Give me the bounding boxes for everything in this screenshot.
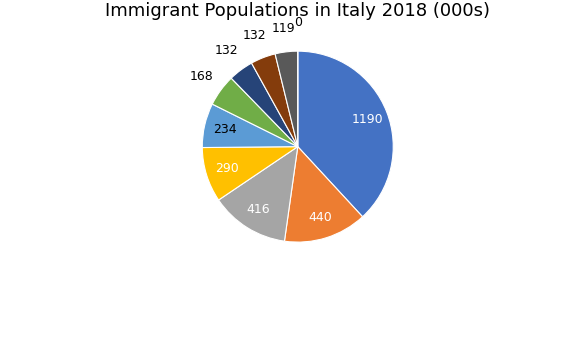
- Wedge shape: [218, 147, 297, 241]
- Wedge shape: [285, 147, 363, 242]
- Text: 132: 132: [242, 29, 266, 42]
- Text: 234: 234: [213, 123, 237, 136]
- Text: 168: 168: [189, 70, 213, 83]
- Wedge shape: [252, 54, 297, 147]
- Wedge shape: [212, 78, 297, 147]
- Wedge shape: [231, 63, 297, 147]
- Wedge shape: [202, 104, 297, 148]
- Text: 0: 0: [294, 16, 302, 29]
- Wedge shape: [275, 51, 298, 147]
- Text: 132: 132: [215, 44, 238, 57]
- Text: 440: 440: [308, 211, 332, 224]
- Text: 416: 416: [246, 203, 270, 216]
- Text: 290: 290: [215, 162, 239, 175]
- Title: Immigrant Populations in Italy 2018 (000s): Immigrant Populations in Italy 2018 (000…: [105, 2, 490, 20]
- Wedge shape: [297, 51, 393, 217]
- Wedge shape: [202, 147, 297, 200]
- Text: 1190: 1190: [352, 113, 383, 126]
- Text: 119: 119: [272, 21, 295, 35]
